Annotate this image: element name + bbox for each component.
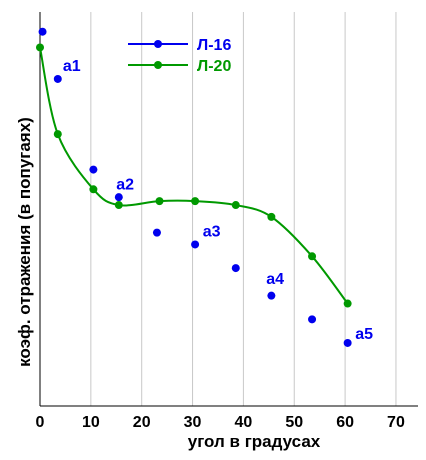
x-tick-label: 70 (387, 414, 405, 431)
series-1-point-8 (308, 252, 317, 261)
annotation-label: a2 (116, 176, 134, 193)
series-1-point-1 (53, 130, 62, 139)
annotation-label: a4 (266, 271, 284, 288)
series-0-point-8 (308, 315, 317, 324)
x-axis-title: угол в градусах (188, 432, 321, 451)
series-0-point-7 (267, 291, 276, 300)
series-line-1 (39, 47, 349, 305)
x-tick-label: 40 (235, 414, 253, 431)
legend: Л-16 Л-20 (128, 37, 231, 75)
legend-label-0: Л-16 (197, 37, 231, 54)
legend-label-1: Л-20 (197, 58, 231, 75)
series-0-point-5 (191, 240, 200, 249)
series-0-point-2 (89, 165, 98, 174)
legend-marker-1 (154, 61, 162, 69)
x-tick-labels: 0 10 20 30 40 50 60 70 (36, 414, 405, 431)
x-tick-label: 0 (36, 414, 45, 431)
series-0-point-6 (231, 264, 240, 273)
series-0-point-4 (152, 228, 161, 237)
series-1-point-7 (267, 212, 276, 221)
series-0-point-1 (53, 74, 62, 83)
series-1-point-3 (114, 201, 123, 210)
x-tick-label: 30 (184, 414, 202, 431)
series-0-point-0 (38, 27, 47, 36)
series-0-point-3 (114, 193, 123, 202)
series-1-point-2 (89, 185, 98, 194)
series-0-point-9 (343, 338, 352, 347)
annotation-label: a1 (63, 58, 81, 75)
annotation-layer: a1 a2 a3 a4 a5 (63, 58, 373, 343)
y-axis-title: коэф. отражения (в попугаях) (15, 117, 34, 367)
series-1-point-0 (36, 43, 44, 52)
x-tick-label: 50 (285, 414, 303, 431)
x-tick-label: 60 (336, 414, 354, 431)
annotation-label: a3 (203, 224, 221, 241)
series-1-point-9 (343, 299, 352, 308)
gridlines (90, 12, 397, 406)
series-1-point-4 (155, 197, 164, 206)
x-tick-label: 20 (133, 414, 151, 431)
x-tick-label: 10 (82, 414, 100, 431)
series-1-point-6 (231, 201, 240, 210)
annotation-label: a5 (355, 326, 373, 343)
series-layer (36, 27, 352, 347)
series-1-point-5 (191, 197, 200, 206)
legend-marker-0 (154, 40, 162, 48)
